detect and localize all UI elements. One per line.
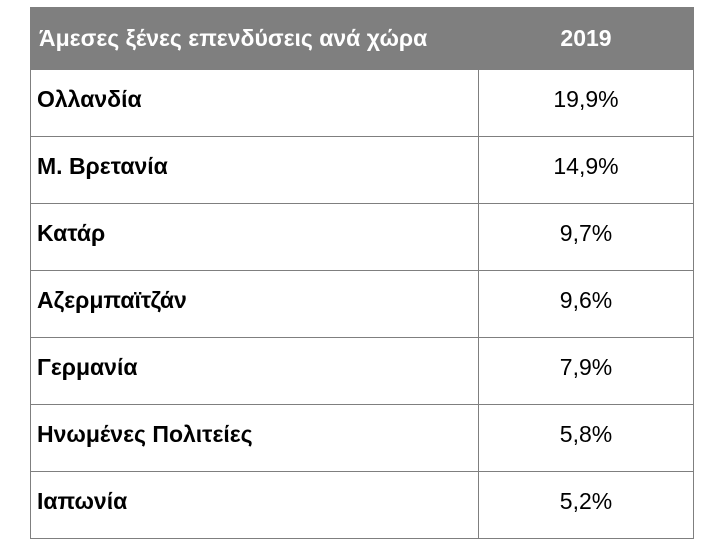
table-row: Ηνωμένες Πολιτείες 5,8% xyxy=(30,404,694,472)
country-cell: Κατάρ xyxy=(30,203,479,271)
table-row: Αζερμπαϊτζάν 9,6% xyxy=(30,270,694,338)
table-row: Κατάρ 9,7% xyxy=(30,203,694,271)
country-cell: Αζερμπαϊτζάν xyxy=(30,270,479,338)
country-cell: Ηνωμένες Πολιτείες xyxy=(30,404,479,472)
country-cell: Γερμανία xyxy=(30,337,479,405)
percentage-cell: 5,8% xyxy=(478,404,694,472)
percentage-cell: 9,7% xyxy=(478,203,694,271)
percentage-cell: 5,2% xyxy=(478,471,694,539)
percentage-cell: 7,9% xyxy=(478,337,694,405)
table-header: Άμεσες ξένες επενδύσεις ανά χώρα 2019 xyxy=(30,7,694,70)
fdi-by-country-table: Άμεσες ξένες επενδύσεις ανά χώρα 2019 Ολ… xyxy=(30,7,694,539)
percentage-cell: 14,9% xyxy=(478,136,694,204)
country-cell: Ιαπωνία xyxy=(30,471,479,539)
table-row: Ιαπωνία 5,2% xyxy=(30,471,694,539)
table-row: Μ. Βρετανία 14,9% xyxy=(30,136,694,204)
country-cell: Μ. Βρετανία xyxy=(30,136,479,204)
table-body: Ολλανδία 19,9% Μ. Βρετανία 14,9% Κατάρ 9… xyxy=(30,69,694,539)
percentage-cell: 9,6% xyxy=(478,270,694,338)
percentage-cell: 19,9% xyxy=(478,69,694,137)
header-country: Άμεσες ξένες επενδύσεις ανά χώρα xyxy=(30,7,479,70)
header-year: 2019 xyxy=(478,7,694,70)
table-row: Ολλανδία 19,9% xyxy=(30,69,694,137)
header-row: Άμεσες ξένες επενδύσεις ανά χώρα 2019 xyxy=(30,7,694,70)
table-row: Γερμανία 7,9% xyxy=(30,337,694,405)
country-cell: Ολλανδία xyxy=(30,69,479,137)
